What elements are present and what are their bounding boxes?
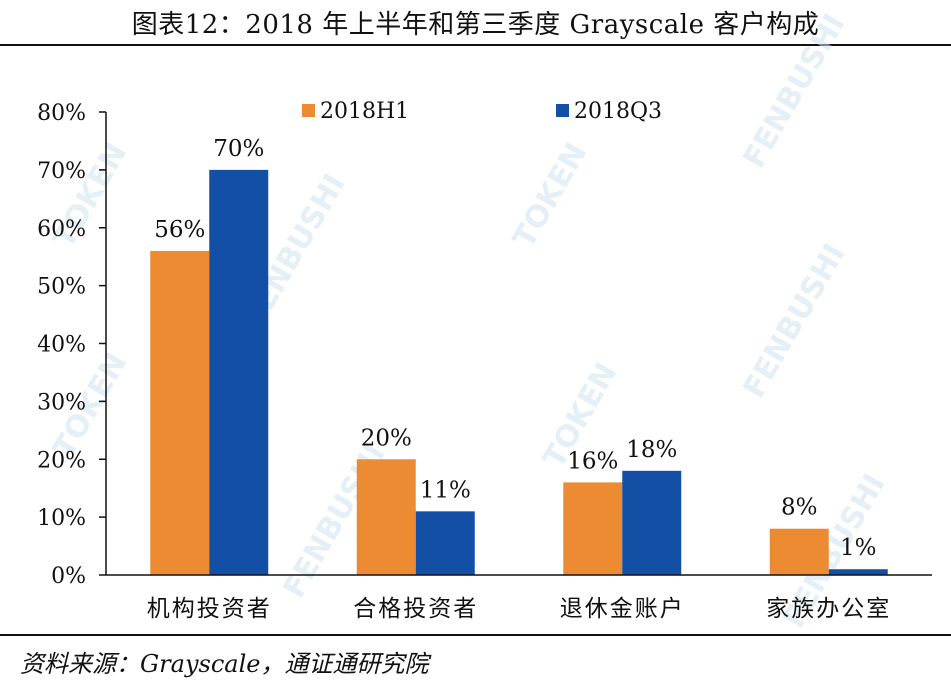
data-label: 18% [626, 437, 677, 463]
y-tick-label: 30% [37, 390, 86, 415]
watermark-text: TOKEN [507, 137, 595, 254]
bar-2018H1 [150, 250, 210, 575]
x-category-label: 家族办公室 [766, 596, 891, 622]
data-label: 1% [840, 535, 877, 561]
watermark-text: FENBUSHI [737, 8, 853, 174]
title-rule [0, 44, 951, 46]
bar-2018Q3 [622, 470, 682, 575]
bar-2018H1 [769, 528, 829, 575]
source-note: 资料来源：Grayscale，通证通研究院 [20, 650, 429, 678]
data-label: 70% [213, 136, 264, 162]
y-tick-label: 40% [37, 333, 86, 358]
legend: 2018H1 2018Q3 [302, 99, 662, 124]
bar-2018H1 [356, 459, 416, 575]
legend-label: 2018Q3 [574, 99, 662, 124]
x-axis: 机构投资者 合格投资者 退休金账户 家族办公室 [106, 574, 932, 622]
chart-title: 图表12：2018 年上半年和第三季度 Grayscale 客户构成 [131, 10, 820, 40]
y-tick-label: 10% [37, 506, 86, 531]
y-tick-label: 70% [37, 159, 86, 184]
legend-swatch [302, 104, 315, 117]
bar-2018Q3 [828, 569, 888, 575]
data-labels: 56% 70% 20% 11% 16% 18% 8% 1% [154, 136, 876, 561]
x-category-label: 合格投资者 [353, 596, 478, 622]
bar-2018Q3 [415, 511, 475, 575]
data-label: 20% [361, 425, 412, 451]
y-tick-label: 60% [37, 217, 86, 242]
data-label: 11% [420, 477, 471, 503]
y-tick-label: 50% [37, 275, 86, 300]
x-category-label: 机构投资者 [147, 596, 272, 622]
legend-label: 2018H1 [320, 99, 409, 124]
y-axis: 0% 10% 20% 30% 40% 50% 60% 70% 80% [37, 101, 107, 589]
bar-2018H1 [563, 482, 623, 575]
data-label: 8% [781, 495, 818, 521]
source-rule [0, 634, 951, 636]
y-tick-label: 0% [51, 564, 86, 589]
legend-swatch [556, 104, 569, 117]
x-category-label: 退休金账户 [560, 596, 685, 622]
data-label: 56% [154, 217, 205, 243]
watermark-text: FENBUSHI [737, 238, 853, 404]
data-label: 16% [567, 448, 618, 474]
bars [150, 169, 888, 575]
y-tick-label: 80% [37, 101, 86, 126]
y-tick-label: 20% [37, 448, 86, 473]
bar-2018Q3 [209, 169, 269, 575]
